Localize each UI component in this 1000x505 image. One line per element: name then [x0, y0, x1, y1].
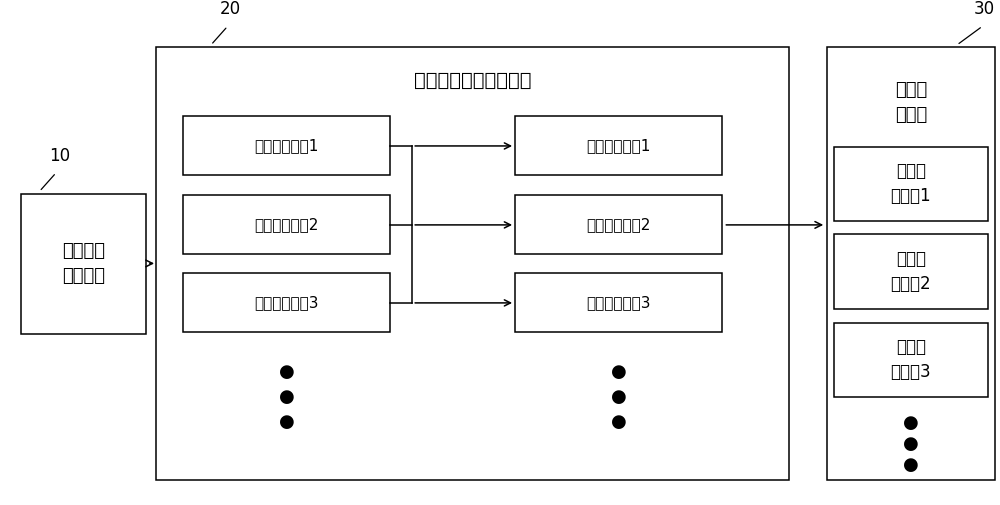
Text: ●: ●: [611, 388, 627, 406]
FancyBboxPatch shape: [515, 273, 722, 332]
Text: 输出端子视场3: 输出端子视场3: [586, 295, 651, 311]
Text: 输出端子视场1: 输出端子视场1: [586, 138, 651, 154]
FancyBboxPatch shape: [21, 193, 146, 334]
Text: ●: ●: [903, 456, 919, 474]
FancyBboxPatch shape: [515, 195, 722, 255]
FancyBboxPatch shape: [834, 234, 988, 309]
Text: 10: 10: [49, 147, 70, 165]
Text: ●: ●: [611, 413, 627, 431]
FancyBboxPatch shape: [183, 273, 390, 332]
Text: 输入端子视场1: 输入端子视场1: [254, 138, 319, 154]
Text: ●: ●: [279, 413, 294, 431]
Text: ●: ●: [611, 363, 627, 381]
Text: 光谱分
光系统1: 光谱分 光系统1: [891, 163, 931, 206]
FancyBboxPatch shape: [827, 47, 995, 480]
Text: ●: ●: [903, 435, 919, 452]
Text: 输出端子视场2: 输出端子视场2: [586, 217, 651, 232]
Text: 前置望远
光学系统: 前置望远 光学系统: [62, 242, 105, 285]
FancyBboxPatch shape: [515, 117, 722, 175]
Text: ●: ●: [279, 388, 294, 406]
Text: 20: 20: [220, 1, 241, 19]
FancyBboxPatch shape: [183, 117, 390, 175]
Text: 光谱分
光系统3: 光谱分 光系统3: [891, 338, 931, 381]
FancyBboxPatch shape: [183, 195, 390, 255]
Text: 变直径光纤视场分割器: 变直径光纤视场分割器: [414, 71, 531, 90]
Text: 输入端子视场2: 输入端子视场2: [254, 217, 319, 232]
Text: 30: 30: [974, 1, 995, 19]
Text: ●: ●: [903, 414, 919, 432]
Text: 光谱分
光系统: 光谱分 光系统: [895, 81, 927, 124]
Text: ●: ●: [279, 363, 294, 381]
FancyBboxPatch shape: [834, 323, 988, 397]
Text: 输入端子视场3: 输入端子视场3: [254, 295, 319, 311]
FancyBboxPatch shape: [156, 47, 789, 480]
FancyBboxPatch shape: [834, 147, 988, 221]
Text: 光谱分
光系统2: 光谱分 光系统2: [891, 250, 931, 293]
